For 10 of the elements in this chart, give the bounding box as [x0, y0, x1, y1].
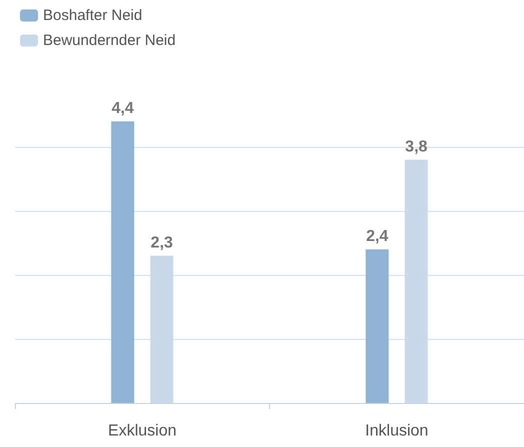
data-label: 4,4	[112, 100, 134, 117]
data-label: 2,4	[366, 228, 388, 245]
legend-label: Bewundernder Neid	[43, 32, 176, 49]
data-label: 2,3	[150, 234, 174, 252]
x-tick-label: Exklusion	[108, 422, 176, 440]
x-tick-label: Inklusion	[365, 422, 428, 440]
bar	[366, 249, 389, 403]
data-label: 3,8	[405, 138, 428, 156]
bar	[111, 121, 134, 403]
legend-label: Boshafter Neid	[43, 7, 142, 24]
